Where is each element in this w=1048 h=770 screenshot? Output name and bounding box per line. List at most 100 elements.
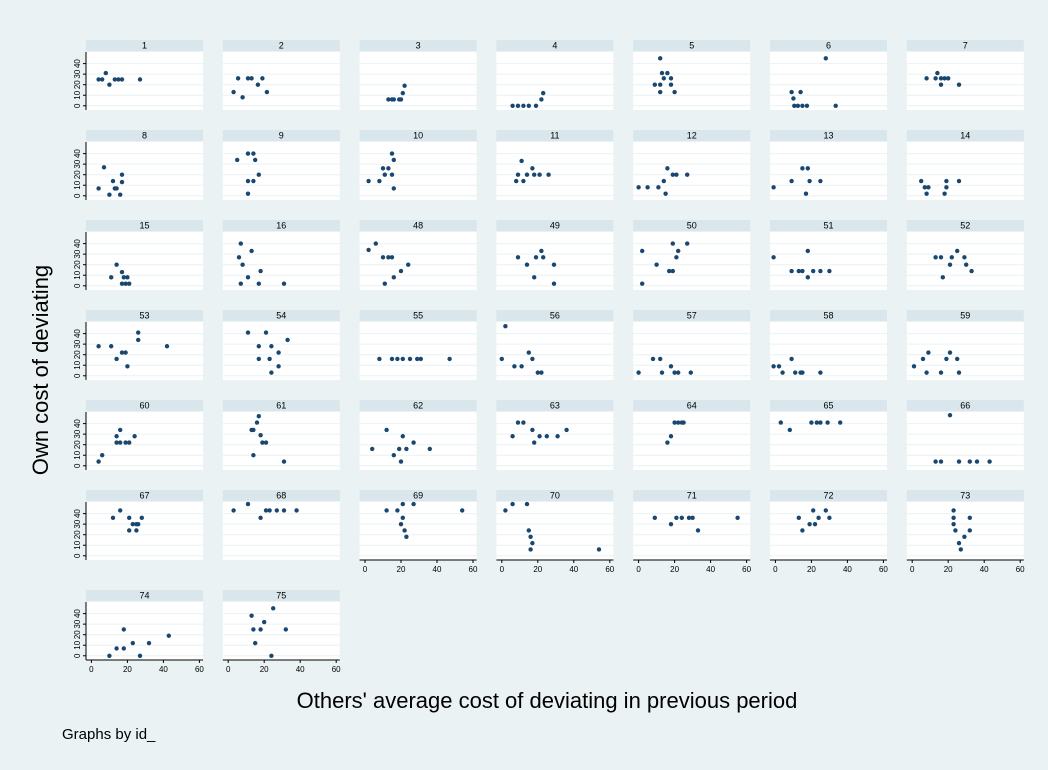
point — [384, 427, 389, 433]
y-tick-label: 30 — [73, 519, 82, 528]
x-tick-label: 40 — [843, 565, 852, 574]
point — [776, 364, 782, 369]
point — [119, 350, 125, 355]
point — [818, 178, 823, 184]
point — [564, 427, 569, 433]
x-tick-label: 60 — [605, 565, 614, 574]
x-tick-label: 0 — [363, 565, 368, 574]
point — [688, 370, 693, 375]
panel-header — [906, 490, 1024, 501]
point — [164, 344, 170, 349]
panel-title: 12 — [687, 130, 697, 140]
point — [524, 262, 530, 267]
point — [652, 82, 657, 87]
point — [537, 434, 542, 439]
y-tick-label: 30 — [73, 339, 82, 348]
point — [658, 89, 663, 95]
point — [967, 459, 972, 464]
point — [110, 178, 116, 184]
point — [911, 364, 917, 369]
point — [386, 166, 391, 171]
point — [947, 350, 953, 355]
point — [281, 508, 287, 513]
point — [919, 178, 924, 184]
point — [645, 185, 650, 190]
point — [253, 157, 258, 163]
point — [672, 370, 677, 375]
point — [130, 521, 135, 527]
point — [407, 356, 413, 362]
point — [235, 76, 241, 81]
point — [406, 262, 411, 267]
point — [137, 653, 143, 658]
plot-region — [86, 502, 203, 560]
point — [636, 370, 641, 375]
point — [373, 241, 378, 246]
point — [956, 370, 962, 375]
point — [402, 83, 407, 88]
point — [281, 281, 287, 286]
point — [938, 76, 944, 81]
point — [803, 191, 809, 196]
point — [800, 103, 805, 108]
x-tick-label: 40 — [296, 665, 305, 674]
y-tick-label: 0 — [73, 553, 82, 558]
point — [118, 440, 123, 445]
panel-header — [633, 130, 751, 141]
point — [285, 337, 290, 343]
point — [541, 90, 546, 96]
point — [537, 172, 542, 177]
y-tick-label: 40 — [73, 419, 82, 428]
point — [661, 76, 666, 81]
panel-title: 65 — [823, 400, 833, 410]
y-tick-label: 10 — [73, 640, 82, 649]
point — [667, 268, 672, 274]
point — [555, 434, 560, 439]
point — [933, 459, 938, 464]
plot-region — [633, 52, 751, 110]
point — [809, 420, 814, 425]
point — [956, 82, 962, 87]
plot-region — [770, 52, 887, 110]
point — [679, 515, 684, 521]
point — [524, 501, 530, 507]
plot-region — [906, 502, 1024, 560]
point — [245, 501, 251, 507]
y-tick-label: 30 — [73, 429, 82, 438]
point — [636, 185, 641, 190]
panel-title: 62 — [413, 400, 423, 410]
point — [659, 70, 665, 76]
point — [249, 613, 254, 618]
point — [665, 440, 670, 445]
point — [112, 77, 118, 82]
point — [532, 172, 537, 177]
panel-header — [633, 220, 751, 231]
point — [674, 172, 679, 177]
panel-title: 71 — [687, 490, 697, 500]
point — [119, 179, 125, 185]
point — [672, 89, 677, 95]
point — [132, 434, 137, 439]
point — [269, 370, 274, 375]
point — [267, 356, 272, 362]
point — [136, 521, 141, 527]
point — [951, 508, 956, 513]
point — [514, 178, 519, 184]
point — [103, 70, 109, 76]
point — [807, 178, 812, 184]
y-tick-label: 20 — [73, 530, 82, 539]
point — [515, 420, 521, 425]
point — [127, 281, 132, 286]
y-tick-label: 10 — [73, 180, 82, 189]
panel-header — [222, 310, 340, 321]
point — [967, 528, 972, 533]
point — [535, 370, 540, 375]
point — [114, 440, 119, 445]
panel-title: 56 — [550, 310, 560, 320]
point — [519, 158, 524, 164]
point — [118, 427, 123, 433]
x-tick-label: 0 — [89, 665, 94, 674]
panel-title: 53 — [139, 310, 149, 320]
point — [499, 356, 504, 362]
point — [96, 77, 101, 82]
